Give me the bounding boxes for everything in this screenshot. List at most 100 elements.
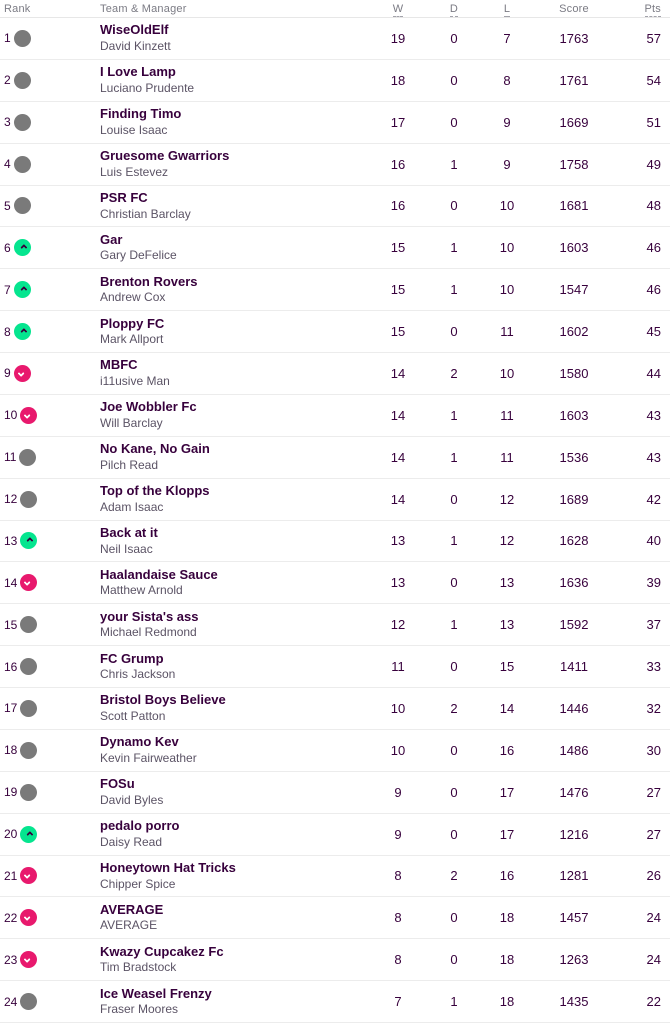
team-cell: I Love Lamp Luciano Prudente [100, 64, 370, 96]
team-name[interactable]: Ice Weasel Frenzy [100, 985, 212, 1001]
manager-name: Adam Isaac [100, 499, 164, 514]
losses-value: 17 [499, 784, 515, 800]
losses-value: 11 [500, 449, 514, 465]
team-name[interactable]: Brenton Rovers [100, 273, 198, 289]
rank-cell: 4 [0, 155, 100, 173]
team-cell: No Kane, No Gain Pilch Read [100, 441, 370, 473]
rank-number: 17 [4, 701, 18, 716]
points-value: 30 [646, 742, 661, 758]
losses-value: 12 [499, 533, 515, 549]
wins-value: 11 [391, 659, 405, 675]
table-row: 9 MBFC i11usive Man 14 2 10 1580 44 [0, 353, 670, 395]
losses-value: 10 [499, 198, 515, 214]
rank-number: 5 [4, 198, 11, 213]
rank-cell: 10 [0, 406, 100, 424]
table-row: 8 Ploppy FC Mark Allport 15 0 11 1602 45 [0, 311, 670, 353]
losses-value: 17 [499, 826, 515, 842]
team-name[interactable]: MBFC [100, 357, 138, 373]
points-value: 46 [646, 240, 661, 256]
team-name[interactable]: Gar [100, 231, 123, 247]
team-cell: Kwazy Cupcakez Fc Tim Bradstock [100, 944, 370, 976]
draws-value: 1 [450, 240, 458, 256]
wins-value: 12 [390, 617, 406, 633]
table-row: 17 Bristol Boys Believe Scott Patton 10 … [0, 688, 670, 730]
table-row: 19 FOSu David Byles 9 0 17 1476 27 [0, 772, 670, 814]
wins-value: 16 [390, 156, 406, 172]
team-name[interactable]: Honeytown Hat Tricks [100, 859, 236, 875]
team-name[interactable]: PSR FC [100, 189, 148, 205]
rank-number: 9 [4, 366, 11, 381]
team-name[interactable]: No Kane, No Gain [100, 441, 210, 457]
losses-value: 15 [499, 659, 515, 675]
team-name[interactable]: Top of the Klopps [100, 483, 210, 499]
table-row: 21 Honeytown Hat Tricks Chipper Spice 8 … [0, 856, 670, 898]
team-name[interactable]: Kwazy Cupcakez Fc [100, 943, 224, 959]
points-value: 48 [646, 198, 661, 214]
table-row: 13 Back at it Neil Isaac 13 1 12 1628 40 [0, 521, 670, 563]
team-name[interactable]: AVERAGE [100, 901, 164, 917]
rank-cell: 21 [0, 867, 100, 885]
draws-value: 2 [450, 868, 458, 884]
team-name[interactable]: Gruesome Gwarriors [100, 148, 230, 164]
losses-value: 10 [499, 365, 515, 381]
wins-value: 9 [394, 784, 402, 800]
table-row: 1 WiseOldElf David Kinzett 19 0 7 1763 5… [0, 18, 670, 60]
wins-value: 8 [394, 868, 402, 884]
rank-cell: 14 [0, 574, 100, 592]
team-cell: Back at it Neil Isaac [100, 525, 370, 557]
wins-value: 7 [394, 994, 402, 1010]
team-cell: FC Grump Chris Jackson [100, 651, 370, 683]
team-name[interactable]: Joe Wobbler Fc [100, 399, 197, 415]
rank-cell: 22 [0, 909, 100, 927]
draws-value: 1 [450, 533, 458, 549]
points-value: 32 [646, 700, 661, 716]
team-cell: Ploppy FC Mark Allport [100, 316, 370, 348]
score-value: 1669 [559, 114, 589, 130]
rank-up-icon [13, 281, 31, 299]
draws-value: 1 [450, 407, 458, 423]
points-value: 26 [646, 868, 661, 884]
manager-name: David Kinzett [100, 39, 171, 54]
team-name[interactable]: Ploppy FC [100, 315, 165, 331]
losses-value: 11 [500, 324, 514, 340]
score-value: 1446 [559, 700, 589, 716]
rank-number: 6 [4, 240, 11, 255]
wins-value: 14 [390, 449, 406, 465]
team-name[interactable]: WiseOldElf [100, 22, 169, 38]
team-name[interactable]: pedalo porro [100, 818, 180, 834]
table-row: 2 I Love Lamp Luciano Prudente 18 0 8 17… [0, 60, 670, 102]
score-value: 1681 [559, 198, 589, 214]
team-cell: Ice Weasel Frenzy Fraser Moores [100, 986, 370, 1018]
draws-value: 1 [450, 994, 458, 1010]
header-draws: D [426, 2, 482, 17]
table-row: 10 Joe Wobbler Fc Will Barclay 14 1 11 1… [0, 395, 670, 437]
wins-value: 16 [390, 198, 406, 214]
rank-number: 19 [4, 785, 18, 800]
table-row: 4 Gruesome Gwarriors Luis Estevez 16 1 9… [0, 144, 670, 186]
wins-value: 15 [390, 282, 406, 298]
manager-name: Louise Isaac [100, 122, 168, 137]
team-cell: Top of the Klopps Adam Isaac [100, 483, 370, 515]
rank-number: 20 [4, 827, 18, 842]
team-name[interactable]: FC Grump [100, 650, 164, 666]
team-name[interactable]: your Sista's ass [100, 608, 199, 624]
team-name[interactable]: Bristol Boys Believe [100, 692, 226, 708]
table-header-row: Rank Team & Manager W D L Score Pts [0, 0, 670, 18]
score-value: 1536 [559, 449, 589, 465]
team-name[interactable]: FOSu [100, 776, 135, 792]
table-row: 22 AVERAGE AVERAGE 8 0 18 1457 24 [0, 897, 670, 940]
score-value: 1592 [559, 617, 589, 633]
team-name[interactable]: I Love Lamp [100, 64, 176, 80]
team-name[interactable]: Dynamo Kev [100, 734, 179, 750]
manager-name: Michael Redmond [100, 625, 197, 640]
team-name[interactable]: Back at it [100, 524, 158, 540]
losses-value: 9 [503, 156, 511, 172]
points-value: 51 [646, 114, 661, 130]
draws-value: 0 [450, 826, 458, 842]
team-name[interactable]: Finding Timo [100, 106, 182, 122]
team-cell: WiseOldElf David Kinzett [100, 22, 370, 54]
rank-up-icon [13, 239, 31, 257]
team-name[interactable]: Haalandaise Sauce [100, 566, 218, 582]
rank-number: 8 [4, 324, 11, 339]
